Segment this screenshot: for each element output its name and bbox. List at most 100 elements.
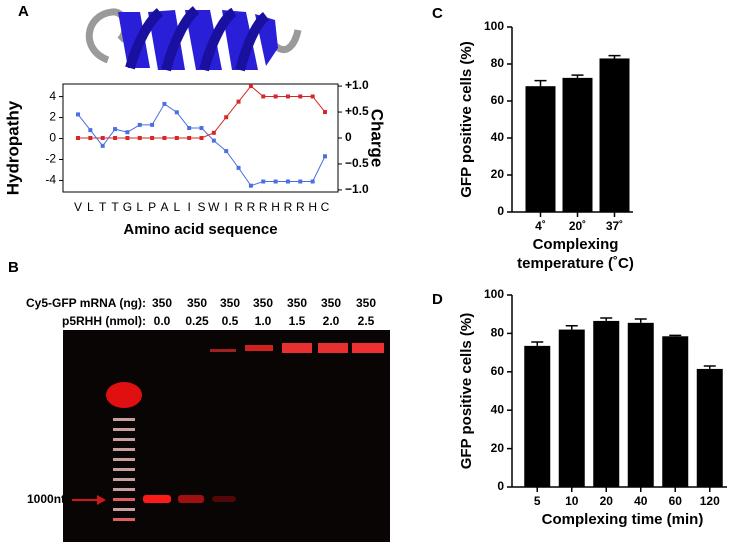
x-tick-label: 20: [600, 494, 614, 508]
bar: [627, 322, 654, 487]
helix-back: [125, 6, 270, 72]
x-tick-label: I: [225, 200, 228, 214]
point: [323, 154, 327, 159]
point: [199, 126, 204, 131]
y-tick-label: -4: [45, 173, 56, 187]
point: [113, 127, 118, 132]
ladder: [113, 418, 135, 521]
gel-lane-label: 0.0: [154, 314, 171, 328]
y-tick-label: 80: [491, 326, 505, 340]
point: [76, 112, 80, 117]
y-tick-label: 60: [491, 364, 505, 378]
bar: [599, 58, 630, 213]
x-axis-label: temperature (˚C): [517, 255, 634, 272]
point: [76, 136, 80, 140]
error-bar: [669, 334, 682, 337]
gel-well: [106, 382, 142, 408]
y-tick-label: 4: [49, 89, 56, 103]
bar: [525, 86, 556, 212]
gel-well-band: [210, 349, 236, 352]
point: [88, 128, 93, 133]
point: [248, 183, 253, 188]
error-bar: [531, 341, 544, 346]
x-tick-label: 5: [534, 494, 541, 508]
y2-tick-label: −1.0: [345, 182, 369, 196]
point: [261, 94, 266, 99]
x-tick-label: R: [247, 200, 256, 214]
error-bar: [703, 365, 716, 369]
point: [174, 110, 179, 115]
y-tick-label: 20: [491, 167, 505, 181]
gel-lane-label: 350: [187, 296, 207, 310]
point: [150, 136, 155, 140]
y-tick-label: 100: [484, 19, 504, 33]
y-tick-label: 40: [491, 402, 505, 416]
point: [211, 138, 216, 143]
y-tick-label: 20: [491, 441, 505, 455]
gel-lane-label: 350: [152, 296, 172, 310]
point: [323, 110, 327, 115]
gel-background: [63, 330, 390, 542]
y2-tick-label: −0.5: [345, 156, 369, 170]
point: [199, 136, 204, 140]
point: [113, 136, 118, 140]
x-tick-label: G: [123, 200, 132, 214]
gel-well-band: [282, 343, 312, 353]
point: [137, 136, 142, 140]
x-tick-label: H: [308, 200, 317, 214]
error-bar: [565, 324, 578, 330]
x-axis-label: Complexing: [533, 236, 619, 253]
gel-band: [143, 495, 171, 503]
gel-lane-label: 350: [321, 296, 341, 310]
y-axis-label: GFP positive cells (%): [458, 313, 475, 469]
y-axis-label: Hydropathy: [3, 100, 22, 195]
panel-letter: D: [432, 291, 443, 308]
point: [285, 94, 290, 99]
x-tick-label: 37˚: [606, 219, 623, 233]
x-tick-label: 60: [669, 494, 683, 508]
error-bar: [600, 317, 613, 321]
point: [236, 165, 241, 170]
point: [162, 136, 167, 140]
x-tick-label: 20˚: [569, 219, 586, 233]
point: [187, 126, 192, 131]
gel-well-band: [352, 343, 384, 353]
y-tick-label: 0: [497, 204, 504, 218]
x-tick-label: V: [74, 200, 82, 214]
x-tick-label: 120: [700, 494, 720, 508]
helix-illustration: [85, 6, 302, 72]
point: [224, 115, 229, 120]
gel-band: [212, 496, 236, 502]
x-tick-label: R: [296, 200, 305, 214]
bar: [593, 320, 620, 487]
x-tick-label: I: [187, 200, 190, 214]
gel-well-band: [318, 343, 348, 353]
series-line: [77, 103, 326, 187]
error-bar: [634, 318, 647, 323]
x-axis-label: Amino acid sequence: [123, 221, 277, 238]
error-bar: [534, 79, 547, 87]
gel-row-label: p5RHH (nmol):: [62, 314, 146, 328]
marker-label: 1000nt: [27, 492, 65, 506]
bar: [662, 336, 689, 487]
y-tick-label: 80: [491, 56, 505, 70]
point: [273, 94, 278, 99]
y-tick-label: 2: [49, 110, 56, 124]
point: [248, 84, 253, 89]
gel-band: [178, 495, 204, 503]
y2-axis-label: Charge: [368, 109, 387, 168]
gel-lane-label: 0.25: [185, 314, 209, 328]
y-tick-label: 0: [49, 131, 56, 145]
point: [137, 122, 142, 127]
y2-tick-label: 0: [345, 130, 352, 144]
error-bar: [571, 74, 584, 78]
gel-row-label: Cy5-GFP mRNA (ng):: [26, 296, 146, 310]
point: [125, 130, 130, 135]
x-tick-label: R: [234, 200, 243, 214]
x-tick-label: W: [208, 200, 220, 214]
x-tick-label: P: [148, 200, 156, 214]
gel-lane-label: 1.5: [289, 314, 306, 328]
bar: [562, 77, 593, 212]
point: [162, 101, 167, 106]
